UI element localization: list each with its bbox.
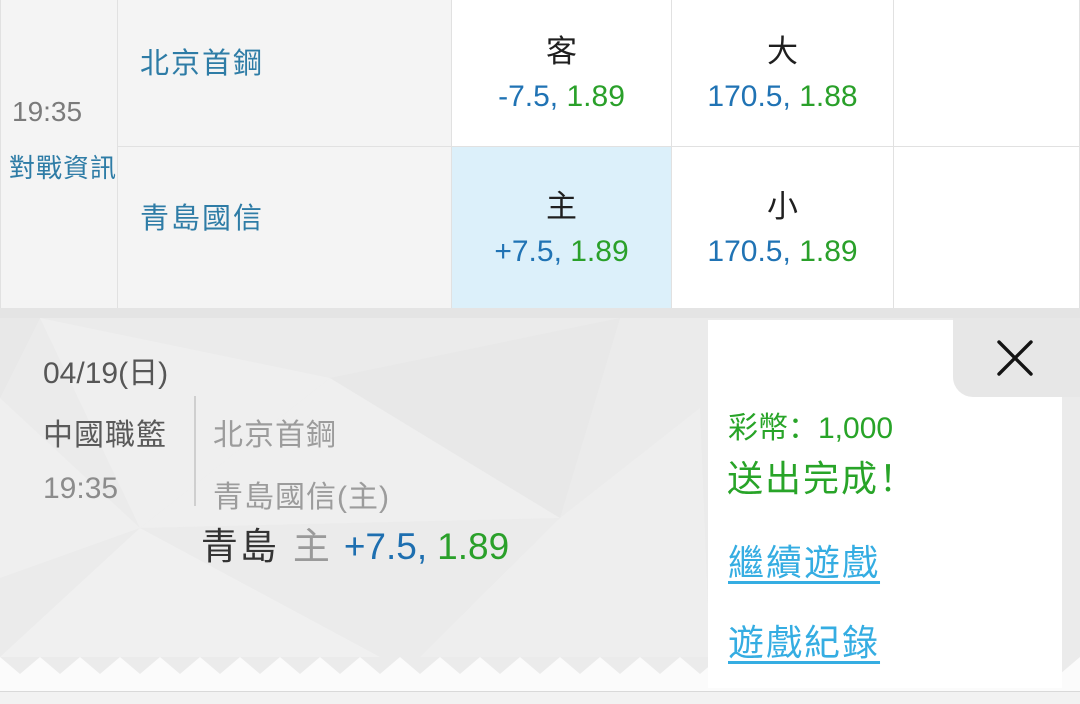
bet-odds: 1.89 (437, 526, 510, 567)
under-button[interactable]: 小 170.5, 1.89 (672, 147, 894, 308)
home-spread-value: +7.5, 1.89 (494, 234, 629, 268)
polygon-pattern (0, 318, 710, 657)
match-time-cell: 19:35 對戰資訊 (0, 0, 118, 308)
bet-selection-summary: 青島 主 +7.5, 1.89 (0, 516, 710, 570)
match-info-link[interactable]: 對戰資訊 (9, 153, 118, 183)
bet-side: 主 (292, 526, 330, 567)
away-spread-button[interactable]: 客 -7.5, 1.89 (452, 0, 672, 147)
under-value: 170.5, 1.89 (707, 234, 858, 268)
slip-match-time: 19:35 (43, 472, 119, 505)
slip-away-team: 北京首鋼 (213, 419, 337, 452)
close-button[interactable] (978, 328, 1052, 388)
away-extra-cell (894, 0, 1080, 147)
submit-success-message: 送出完成！ (727, 458, 918, 499)
next-section-strip (0, 691, 1080, 704)
away-spread-label: 客 (546, 34, 577, 69)
match-odds-table: 19:35 對戰資訊 北京首鋼 客 -7.5, 1.89 大 170.5, 1.… (0, 0, 1080, 308)
match-time: 19:35 (12, 96, 83, 127)
under-label: 小 (767, 188, 798, 224)
away-team-name: 北京首鋼 (140, 48, 265, 80)
home-spread-label: 主 (546, 188, 577, 224)
away-team-cell: 北京首鋼 (118, 0, 452, 147)
close-icon (997, 340, 1033, 376)
away-spread-value: -7.5, 1.89 (498, 80, 625, 113)
league-name: 中國職籃 (43, 419, 167, 452)
over-value: 170.5, 1.88 (707, 80, 858, 113)
bet-confirmation-sheet: 04/19(日) 中國職籃 北京首鋼 19:35 青島國信(主) 青島 主 +7… (0, 318, 1080, 704)
slip-home-team: 青島國信(主) (213, 481, 390, 514)
over-label: 大 (767, 34, 798, 69)
game-history-link[interactable]: 遊戲紀錄 (728, 622, 881, 663)
match-date: 04/19(日) (43, 357, 169, 390)
bet-team: 青島 (200, 526, 279, 567)
home-team-name: 青島國信 (140, 202, 265, 235)
home-spread-button-selected[interactable]: 主 +7.5, 1.89 (452, 147, 672, 308)
continue-game-link[interactable]: 繼續遊戲 (728, 542, 881, 583)
bet-line-value: +7.5, (343, 526, 428, 567)
over-button[interactable]: 大 170.5, 1.88 (672, 0, 894, 147)
divider (194, 396, 196, 506)
home-team-cell: 青島國信 (118, 147, 452, 308)
credits-balance: 彩幣：1,000 (728, 412, 894, 445)
home-extra-cell (894, 147, 1080, 308)
